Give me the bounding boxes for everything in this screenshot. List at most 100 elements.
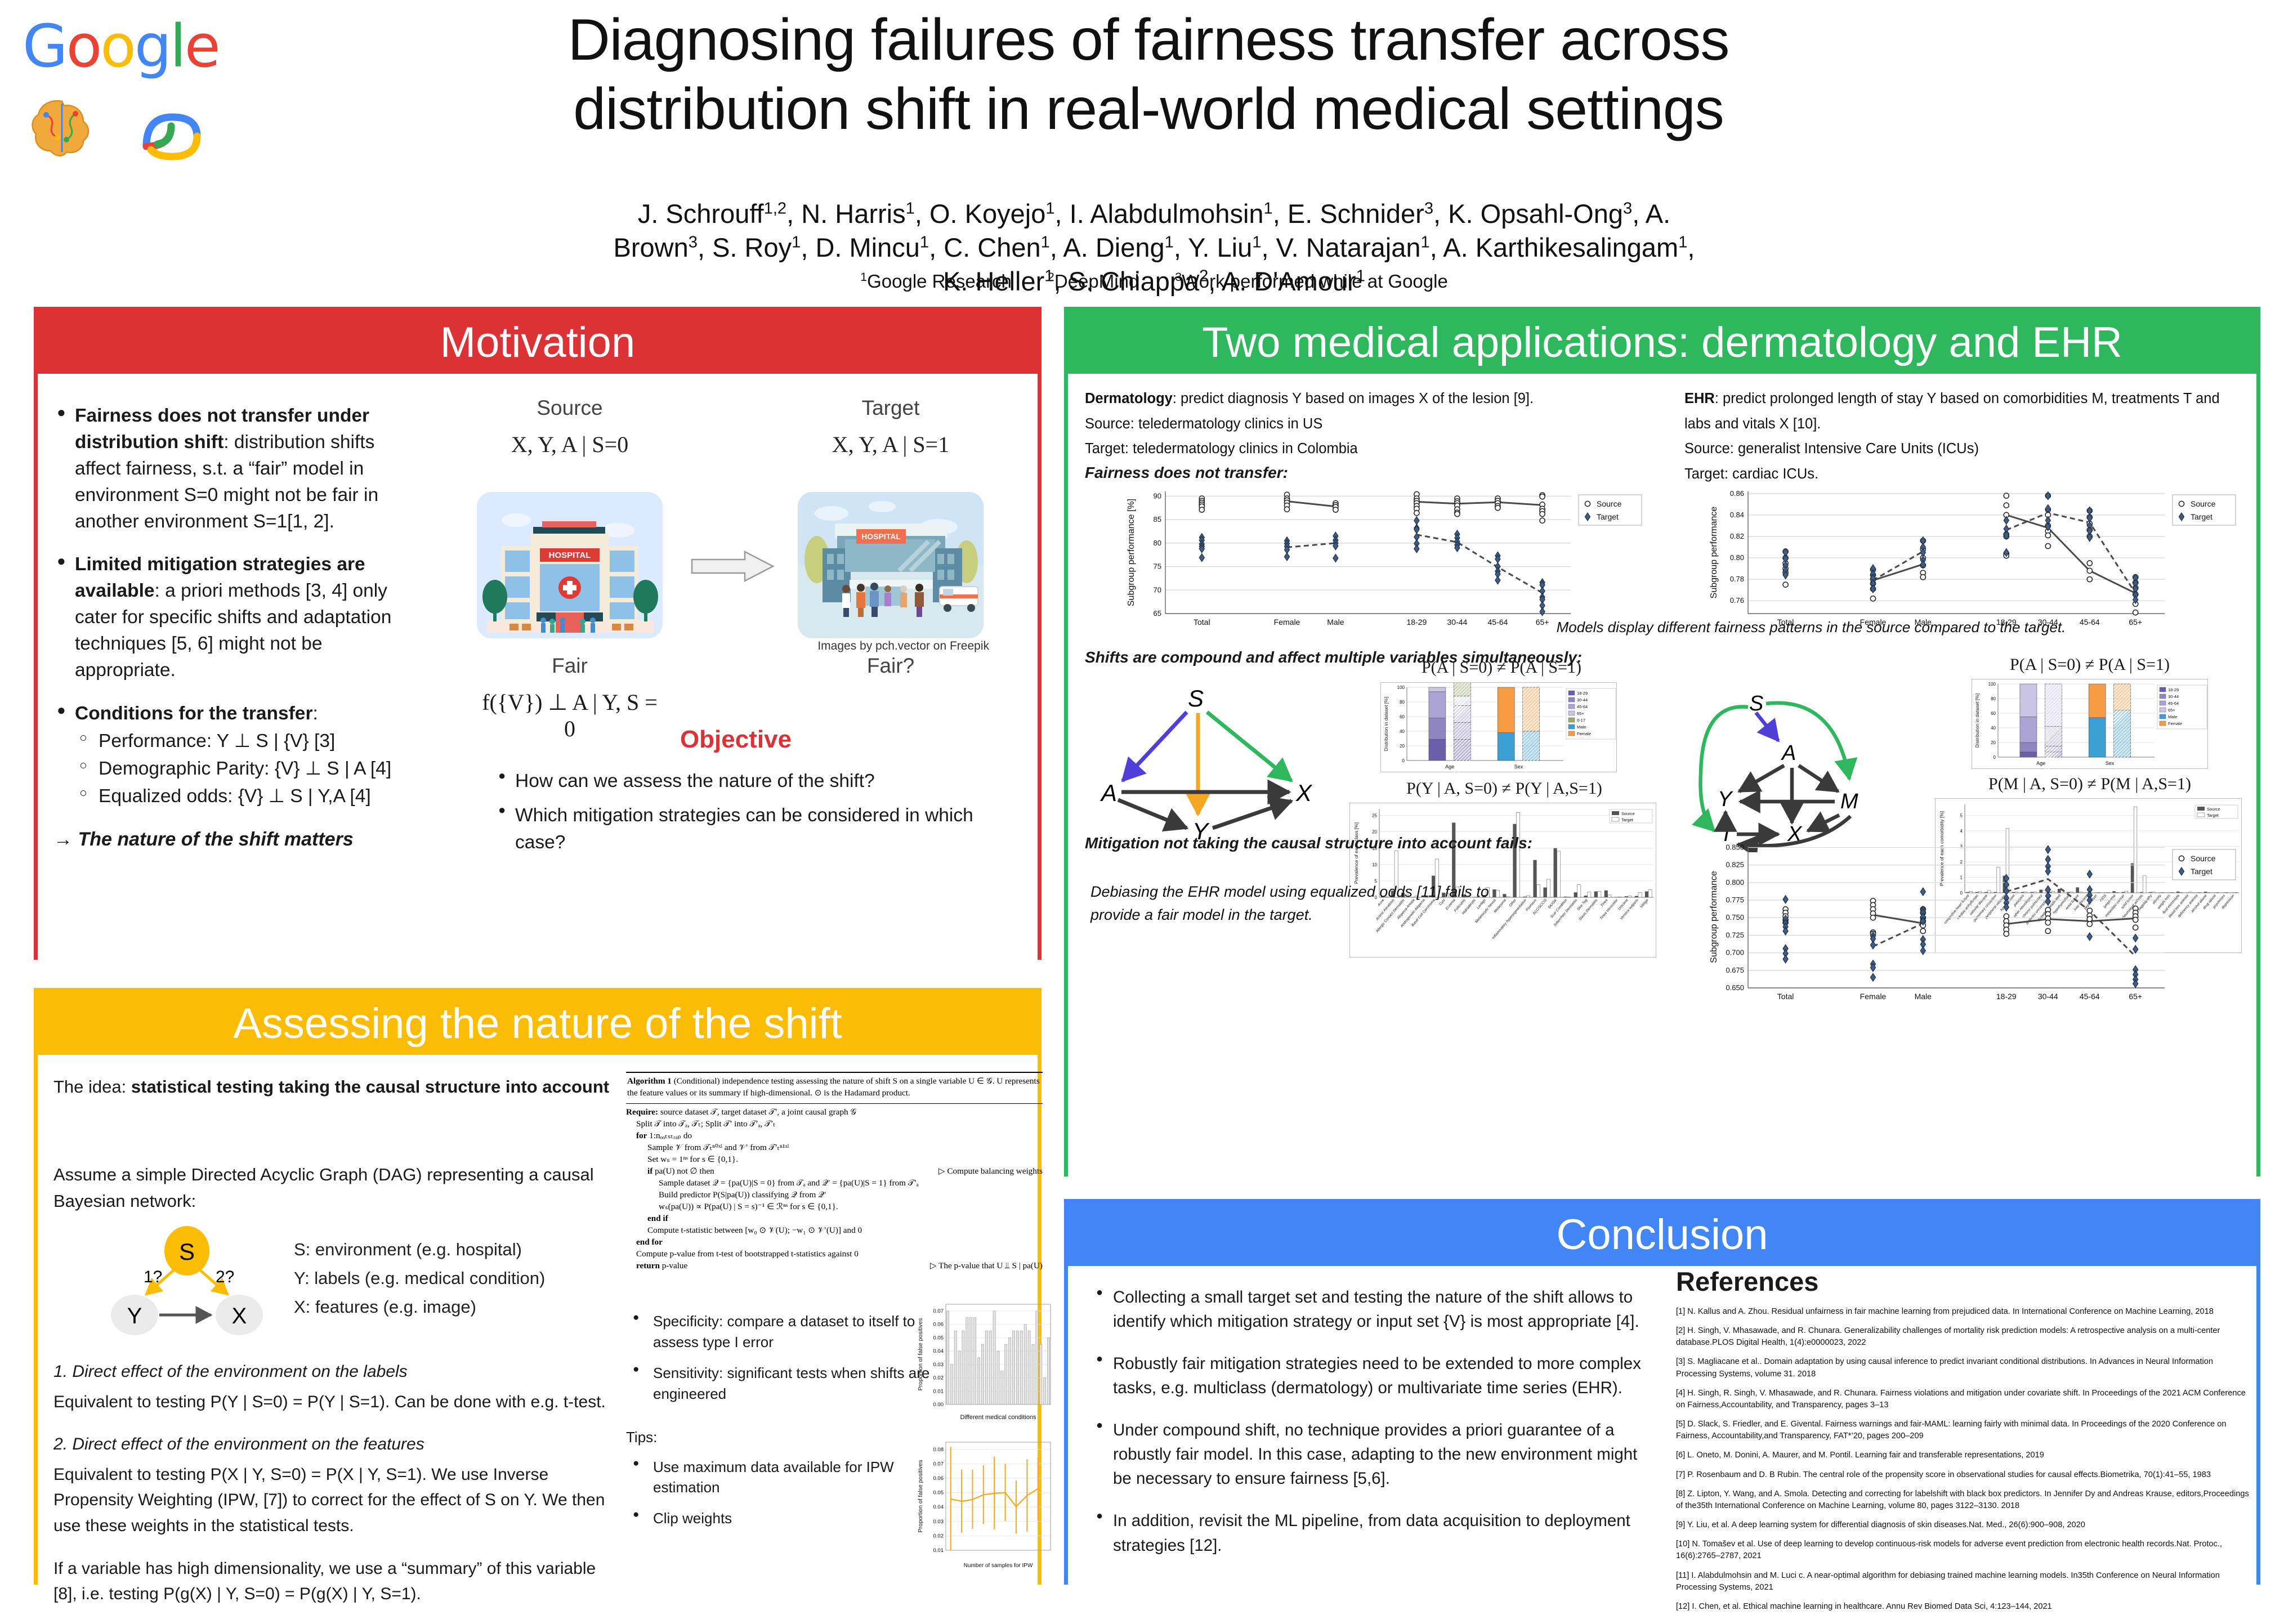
svg-text:80: 80 <box>1991 696 1996 701</box>
svg-text:0.01: 0.01 <box>933 1388 944 1394</box>
svg-text:HOSPITAL: HOSPITAL <box>861 532 901 541</box>
reference-item: [3] S. Magliacane et al.. Domain adaptat… <box>1676 1357 2214 1379</box>
step1-title: 1. Direct effect of the environment on t… <box>53 1362 408 1381</box>
list-item: Collecting a small target set and testin… <box>1090 1285 1653 1334</box>
svg-text:Source: Source <box>2207 807 2220 812</box>
svg-text:0.03: 0.03 <box>933 1519 944 1525</box>
poster-header: Google Diagnosing failures of fairness t… <box>0 0 2293 296</box>
svg-text:Subgroup performance [%]: Subgroup performance [%] <box>1127 499 1136 606</box>
reference-item: [12] I. Chen, et al. Ethical machine lea… <box>1676 1601 2052 1611</box>
list-item: Under compound shift, no technique provi… <box>1090 1417 1653 1491</box>
legend-x: X: features (e.g. image) <box>294 1297 476 1317</box>
dag-node-M: M <box>1840 790 1858 813</box>
chart-derm-subgroup-performance: 65 70 75 80 85 90 Total Female Male 18-29 30-44 45-… <box>1121 484 1645 633</box>
svg-text:0.04: 0.04 <box>933 1348 944 1354</box>
svg-text:Prevalence of each comorbidity: Prevalence of each comorbidity [%] <box>1939 811 1945 886</box>
reference-item: [1] N. Kallus and A. Zhou. Residual unfa… <box>1676 1307 2214 1316</box>
dag-node-Y: Y <box>127 1304 142 1328</box>
svg-text:Male: Male <box>1915 618 1932 627</box>
svg-text:2: 2 <box>1960 860 1963 865</box>
reference-item: [4] H. Singh, R. Singh, V. Mhasawade, an… <box>1676 1388 2246 1410</box>
list-item: How can we assess the nature of the shif… <box>494 767 1023 795</box>
svg-text:30-44: 30-44 <box>2038 992 2058 1001</box>
derm-prob-y-title: P(Y | A, S=0) ≠ P(Y | A,S=1) <box>1406 779 1602 798</box>
brain-icon <box>32 100 90 156</box>
svg-text:0.05: 0.05 <box>933 1335 944 1341</box>
list-item: Clip weights <box>626 1507 933 1529</box>
reference-item: [9] Y. Liu, et al. A deep learning syste… <box>1676 1520 2085 1530</box>
derm-line1: : predict diagnosis Y based on images X … <box>1172 391 1534 406</box>
svg-text:18-29: 18-29 <box>1996 992 2017 1001</box>
algorithm-box: Algorithm 1 (Conditional) independence t… <box>626 1072 1043 1300</box>
fair-source-label: Fair <box>552 654 588 677</box>
svg-text:40: 40 <box>1400 729 1405 734</box>
references-title: References <box>1676 1267 1819 1296</box>
transfer-conditions: Performance: Y ⊥ S | {V} [3] Demographic… <box>75 728 425 810</box>
svg-text:Source: Source <box>1621 811 1635 816</box>
image-credit: Images by pch.vector on Freepik <box>817 639 989 652</box>
chart-ehr-mitigation-performance: 0.650 0.675 0.700 0.725 0.750 0.775 0.800 0.825… <box>1704 838 2239 1007</box>
svg-text:80: 80 <box>1154 539 1161 547</box>
list-item: Limited mitigation strategies are availa… <box>53 551 425 683</box>
svg-text:0.750: 0.750 <box>1726 913 1744 921</box>
svg-text:Prevalence of each class [%]: Prevalence of each class [%] <box>1353 822 1359 884</box>
svg-text:0.825: 0.825 <box>1726 861 1744 869</box>
svg-text:40: 40 <box>1991 726 1996 731</box>
svg-text:20: 20 <box>1372 830 1377 835</box>
affiliations: 1Google Research 2DeepMind 3Work performed… <box>608 270 1700 292</box>
idea-bold: statistical testing taking the causal st… <box>131 1077 610 1097</box>
reference-item: [7] P. Rosenbaum and D. B Rubin. The cen… <box>1676 1470 2211 1479</box>
svg-text:Male: Male <box>1915 992 1932 1001</box>
dag-edge-label-1: 1? <box>144 1268 162 1286</box>
tips-bullets: Use maximum data available for IPW estim… <box>626 1456 933 1529</box>
algorithm-line: ▷ Compute balancing weights if pa(U) not … <box>647 1166 1043 1176</box>
idea-plain: The idea: <box>53 1077 131 1097</box>
target-formula: X, Y, A | S=1 <box>832 432 950 457</box>
svg-text:Female: Female <box>1274 618 1300 627</box>
svg-text:Total: Total <box>1777 618 1794 627</box>
target-hospital-illustration: HOSPITAL <box>798 492 984 638</box>
panel-motivation-heading: Motivation <box>38 311 1038 374</box>
assessing-validation-and-tips: Specificity: compare a dataset to itself… <box>626 1310 933 1539</box>
svg-text:30-44: 30-44 <box>2038 618 2058 627</box>
algorithm-lines: Require: source dataset 𝒯, target datase… <box>626 1107 1043 1272</box>
validation-bullets: Specificity: compare a dataset to itself… <box>626 1310 933 1404</box>
svg-text:65: 65 <box>1154 609 1161 618</box>
dag-node-A: A <box>1781 741 1796 765</box>
svg-text:0: 0 <box>1375 895 1378 900</box>
svg-text:Age: Age <box>2036 760 2045 766</box>
algorithm-line: wₛ(pa(U)) ∝ P(pa(U) | S = s)⁻¹ ∈ ℛⁿˢ for… <box>659 1201 838 1211</box>
svg-text:0.725: 0.725 <box>1726 930 1744 939</box>
shift-compound-label: Shifts are compound and affect multiple … <box>1085 648 1583 666</box>
svg-text:60: 60 <box>1400 714 1405 719</box>
derm-causal-dag: S A X Y <box>1093 681 1330 844</box>
svg-text:0: 0 <box>1402 758 1405 763</box>
conclusion-bullets: Collecting a small target set and testin… <box>1090 1285 1653 1576</box>
svg-text:0-17: 0-17 <box>1577 718 1585 723</box>
assessing-idea: The idea: statistical testing taking the… <box>53 1074 611 1100</box>
svg-text:Male: Male <box>1577 724 1586 730</box>
svg-text:0.07: 0.07 <box>933 1461 944 1467</box>
reference-item: [8] Z. Lipton, Y. Wang, and A. Smola. De… <box>1676 1489 2249 1510</box>
svg-text:18-29: 18-29 <box>1996 618 2017 627</box>
ehr-prob-m-title: P(M | A, S=0) ≠ P(M | A,S=1) <box>1988 775 2191 793</box>
svg-text:Male: Male <box>2168 714 2177 719</box>
svg-text:0.08: 0.08 <box>933 1447 944 1453</box>
svg-text:Subgroup performance: Subgroup performance <box>1709 507 1719 599</box>
svg-text:0.02: 0.02 <box>933 1533 944 1539</box>
dag-node-X: X <box>1295 780 1313 806</box>
svg-text:0.78: 0.78 <box>1730 575 1744 583</box>
svg-text:45-64: 45-64 <box>2080 992 2100 1001</box>
svg-text:70: 70 <box>1154 585 1161 594</box>
svg-text:18-29: 18-29 <box>1577 691 1588 696</box>
panel-motivation: Motivation Fairness does not transfer un… <box>34 307 1042 960</box>
algorithm-line: Compute t-statistic between [w₀ ⊙ 𝒱(U); … <box>647 1225 862 1235</box>
assessing-dag-legend: S: environment (e.g. hospital) Y: labels… <box>294 1235 609 1321</box>
svg-text:Target: Target <box>2191 512 2212 521</box>
chart-ehr-subgroup-performance: 0.76 0.78 0.80 0.82 0.84 0.86 Total Female Male 1… <box>1704 484 2239 633</box>
list-item: Which mitigation strategies can be consi… <box>494 801 1023 857</box>
bullet-bold: Limited mitigation strategies are availa… <box>75 554 365 602</box>
legend-s: S: environment (e.g. hospital) <box>294 1240 522 1259</box>
svg-text:Target: Target <box>2191 867 2212 876</box>
dag-node-A: A <box>1099 780 1117 806</box>
